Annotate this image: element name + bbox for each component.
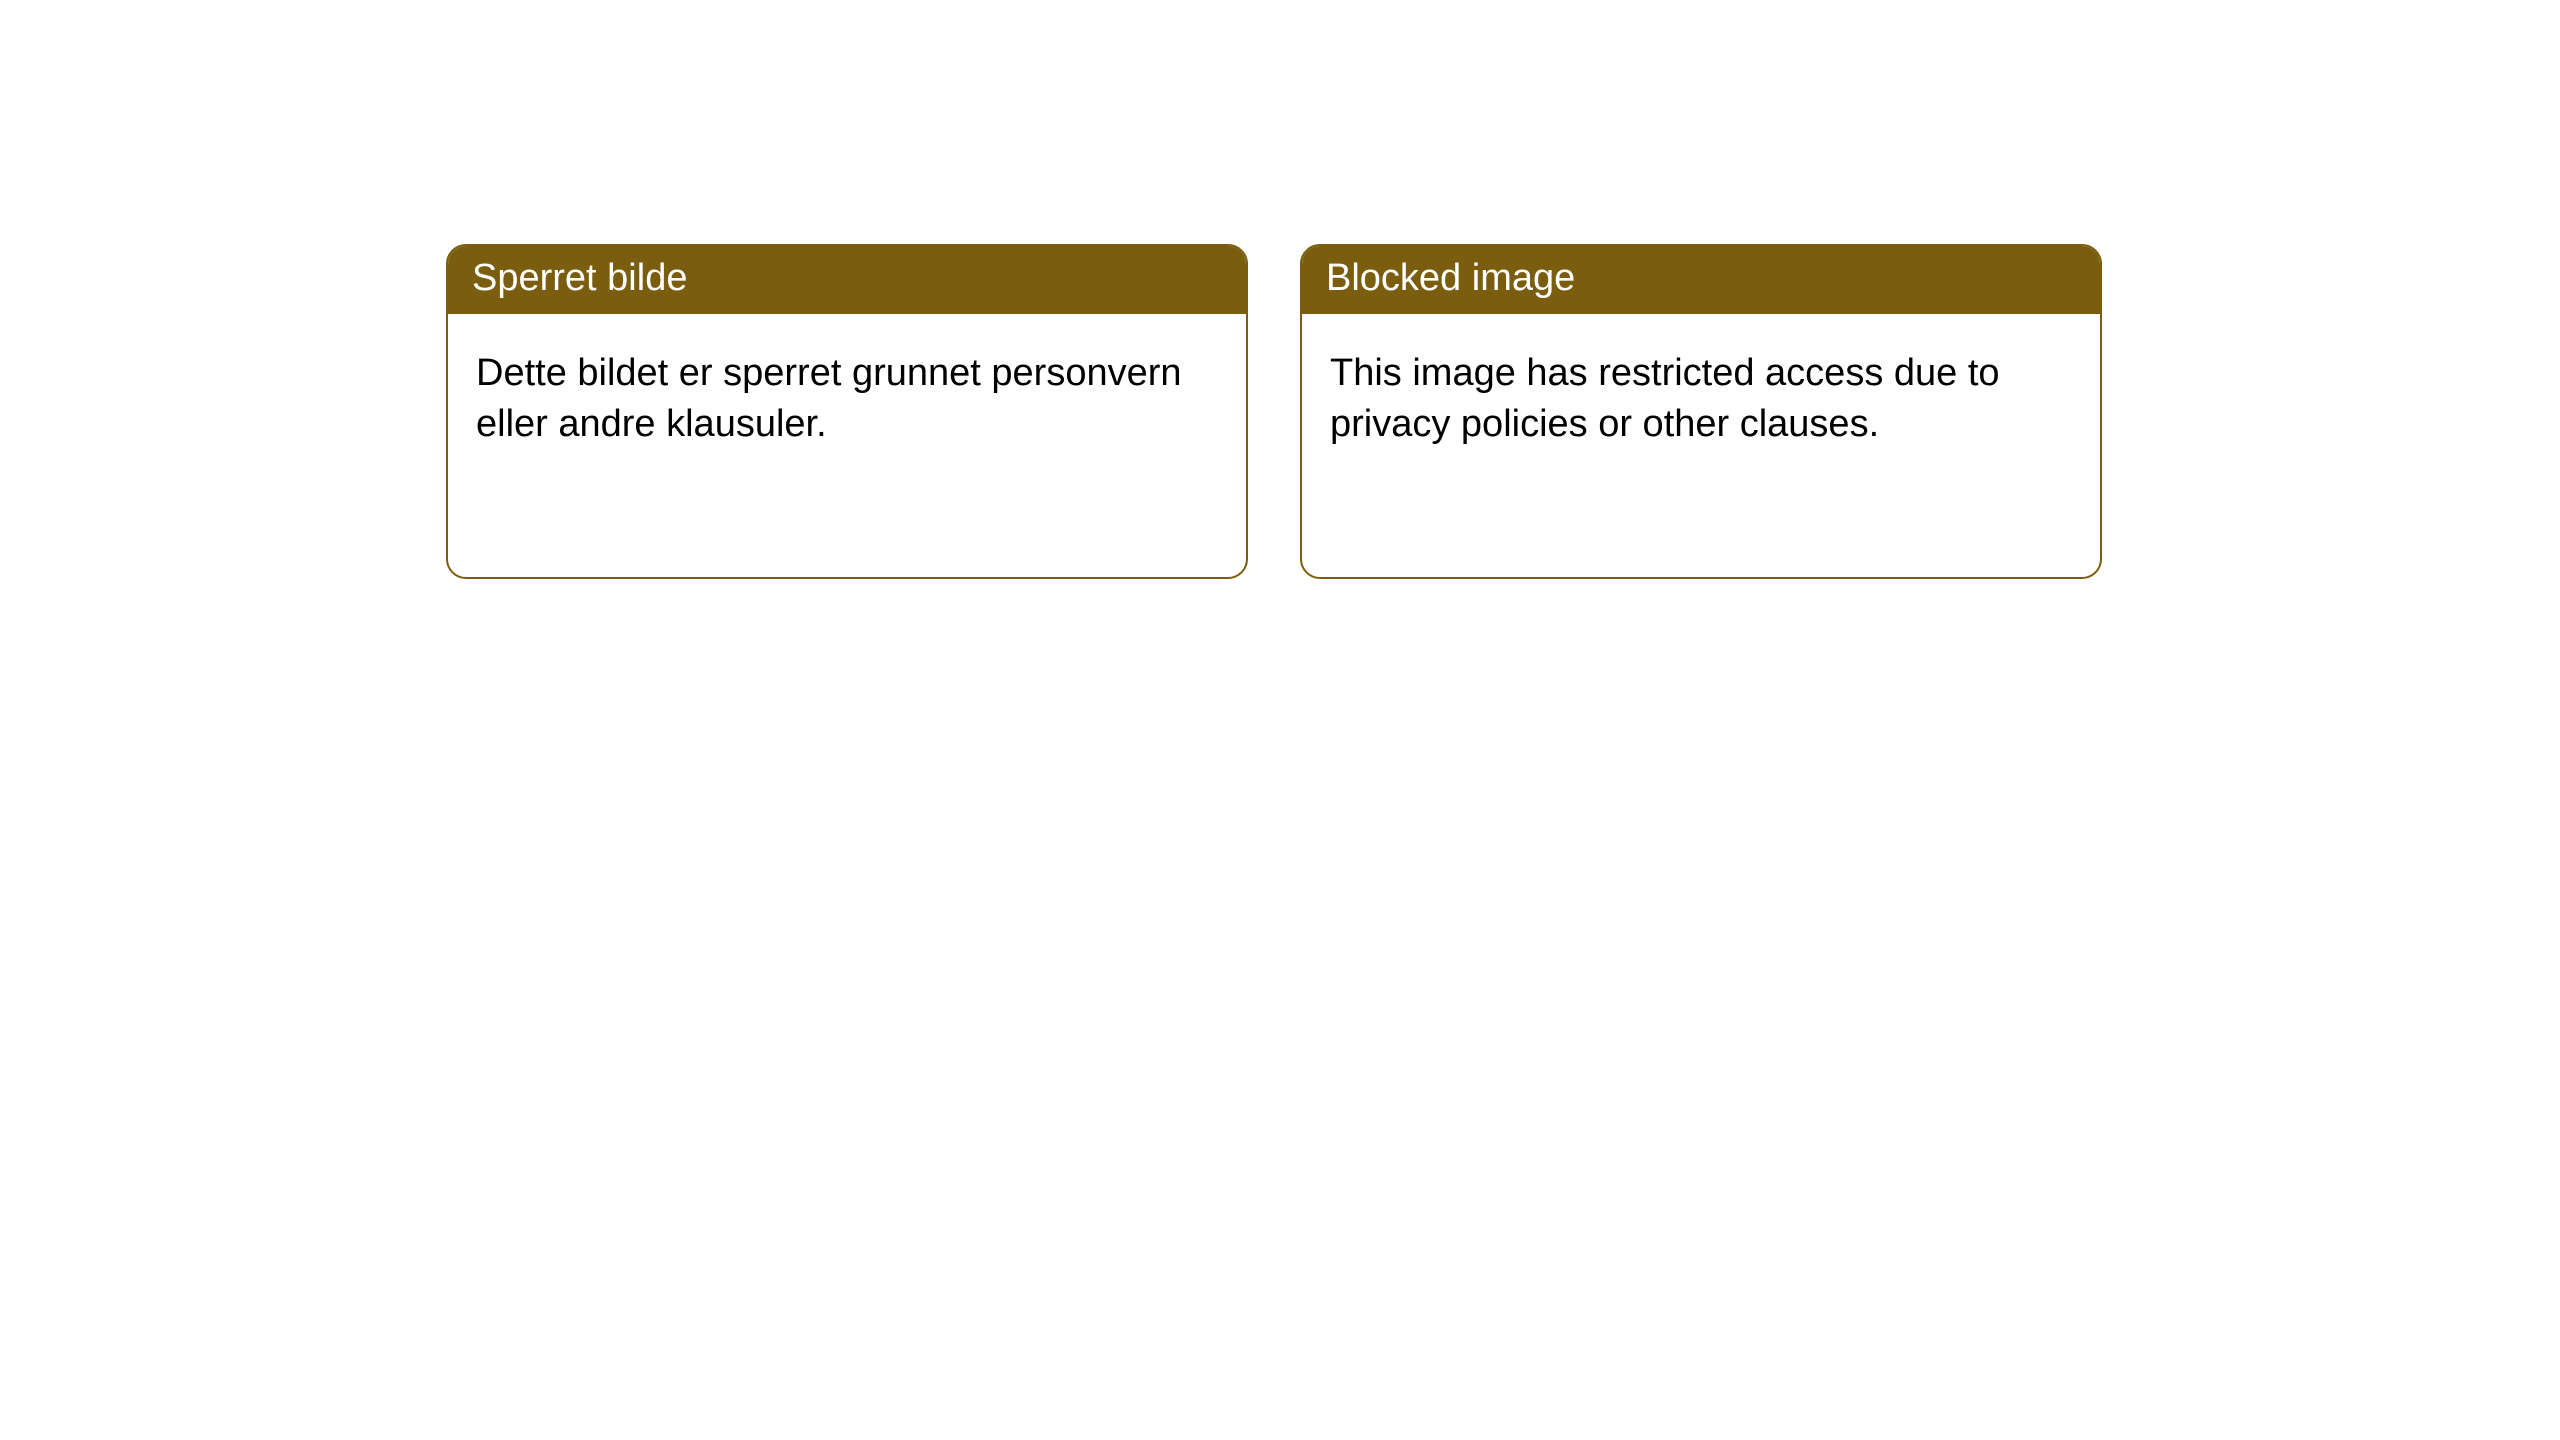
notice-header-norwegian: Sperret bilde — [448, 246, 1246, 314]
notice-body-norwegian: Dette bildet er sperret grunnet personve… — [448, 314, 1246, 485]
notice-card-norwegian: Sperret bilde Dette bildet er sperret gr… — [446, 244, 1248, 579]
notice-cards-container: Sperret bilde Dette bildet er sperret gr… — [0, 0, 2560, 579]
notice-card-english: Blocked image This image has restricted … — [1300, 244, 2102, 579]
notice-header-english: Blocked image — [1302, 246, 2100, 314]
notice-body-english: This image has restricted access due to … — [1302, 314, 2100, 485]
